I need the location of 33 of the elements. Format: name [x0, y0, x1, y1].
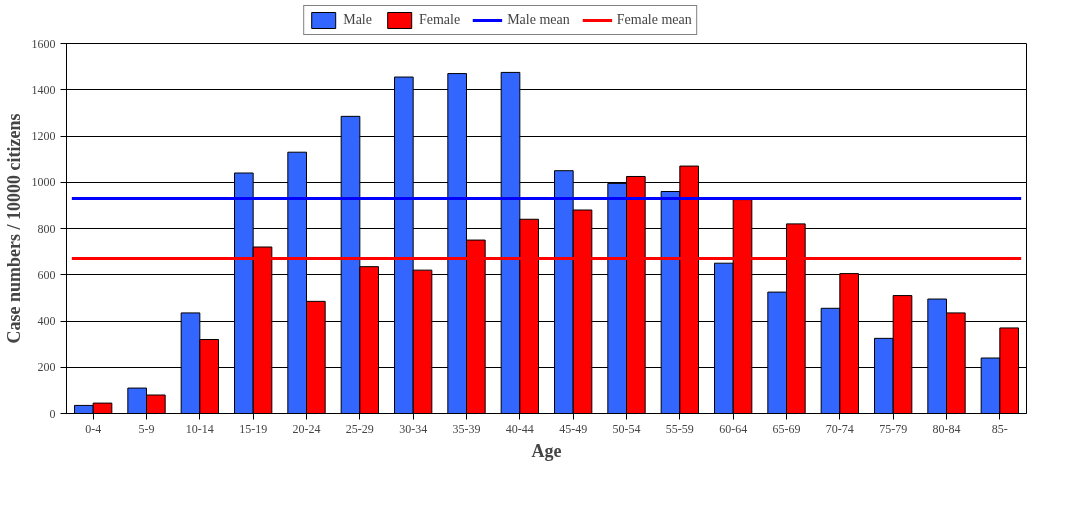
x-tick-label: 30-34: [399, 421, 428, 436]
x-tick-label: 35-39: [452, 421, 481, 436]
legend-label: Female: [418, 12, 461, 28]
x-tick-label: 85-: [991, 421, 1008, 436]
x-tick-label: 65-69: [772, 421, 801, 436]
y-tick-label: 1000: [31, 175, 56, 190]
y-tick-label: 1600: [31, 36, 56, 51]
y-tick-label: 600: [37, 267, 56, 282]
x-tick-label: 80-84: [932, 421, 961, 436]
x-tick-label: 5-9: [138, 421, 155, 436]
x-tick-label: 40-44: [505, 421, 534, 436]
legend-label: Female mean: [616, 12, 692, 28]
x-tick-label: 20-24: [292, 421, 321, 436]
y-tick-label: 400: [37, 314, 56, 328]
y-axis-title: Case numbers / 10000 citizens: [3, 113, 24, 344]
x-tick-label: 60-64: [719, 421, 748, 436]
legend-label: Male mean: [507, 12, 570, 28]
x-tick-label: 70-74: [825, 421, 854, 436]
x-tick-label: 25-29: [345, 421, 374, 436]
x-tick-label: 50-54: [612, 421, 641, 436]
x-tick-label: 45-49: [559, 421, 588, 436]
x-tick-label: 55-59: [665, 421, 694, 436]
y-tick-label: 1200: [31, 129, 56, 143]
x-axis-title: Age: [531, 440, 562, 461]
x-tick-label: 15-19: [239, 421, 268, 436]
x-tick-label: 0-4: [85, 421, 102, 436]
y-tick-label: 800: [37, 221, 56, 236]
x-tick-label: 10-14: [185, 421, 214, 436]
y-tick-label: 200: [37, 360, 56, 375]
x-tick-label: 75-79: [879, 421, 908, 436]
legend-label: Male: [343, 12, 372, 28]
y-tick-label: 0: [49, 406, 56, 421]
y-tick-label: 1400: [31, 82, 56, 97]
